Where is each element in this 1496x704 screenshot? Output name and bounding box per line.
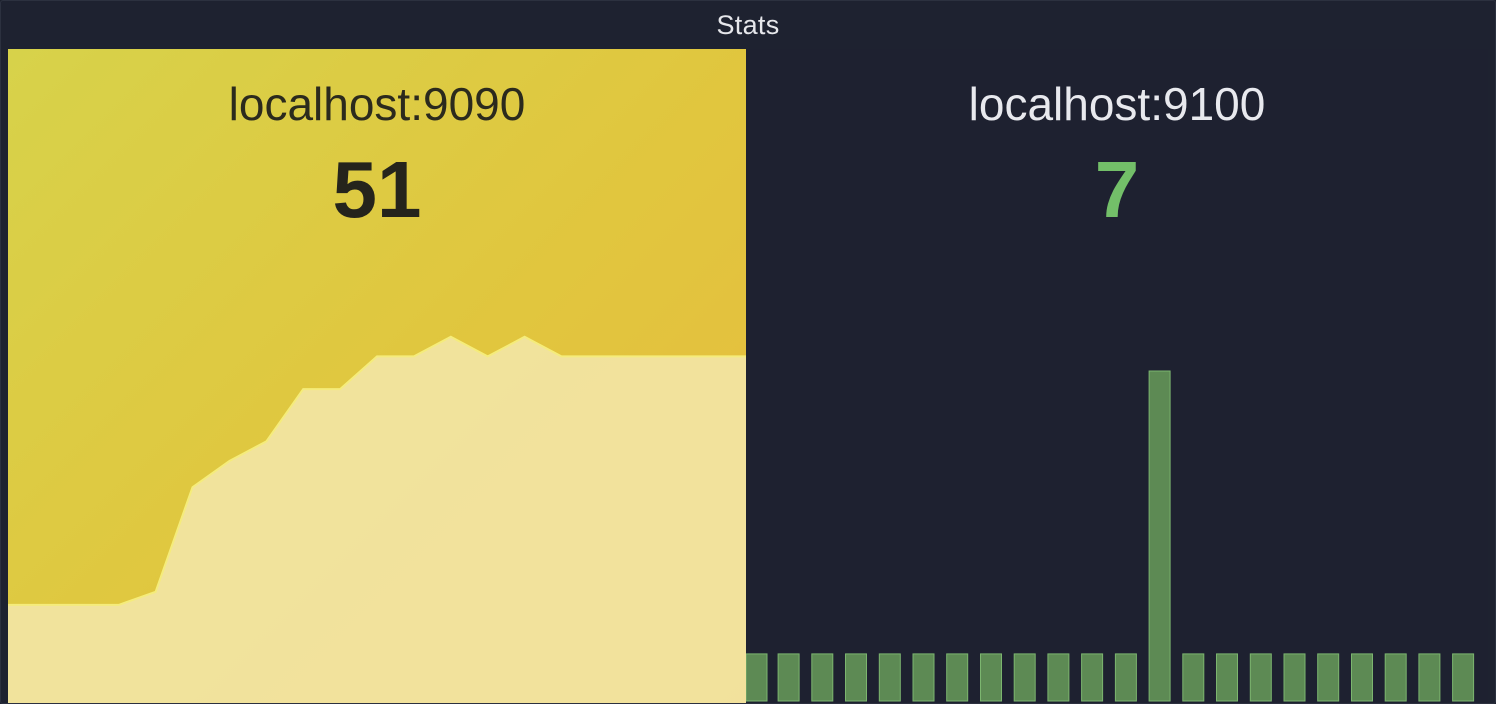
sparkline-bar bbox=[845, 653, 867, 702]
stat-value: 51 bbox=[332, 145, 422, 234]
sparkline-bar bbox=[1418, 653, 1441, 702]
sparkline-bar bbox=[1351, 653, 1373, 702]
sparkline-area bbox=[8, 336, 746, 703]
sparkline-bar bbox=[1317, 653, 1340, 702]
sparkline-bar bbox=[878, 653, 901, 702]
stat-localhost-9100[interactable]: localhost:9100 7 bbox=[746, 49, 1488, 703]
sparkline-bar bbox=[980, 653, 1002, 702]
sparkline-bar bbox=[1114, 653, 1137, 702]
sparkline-bar bbox=[1182, 653, 1205, 702]
sparkline-bar bbox=[777, 653, 800, 702]
stat-value: 7 bbox=[1094, 145, 1140, 234]
sparkline-line bbox=[8, 335, 746, 606]
sparkline-bar bbox=[746, 653, 768, 702]
stat-name: localhost:9100 bbox=[968, 78, 1266, 130]
sparkline-bar bbox=[811, 653, 834, 702]
panel-title[interactable]: Stats bbox=[716, 9, 780, 40]
stat-name: localhost:9090 bbox=[228, 78, 526, 130]
sparkline-bar bbox=[946, 653, 969, 702]
sparkline-bar bbox=[1283, 653, 1306, 702]
sparkline-9090 bbox=[8, 335, 746, 703]
sparkline-bar bbox=[912, 653, 935, 702]
sparkline-bar bbox=[1013, 653, 1036, 702]
stat-localhost-9090[interactable]: localhost:9090 51 bbox=[8, 49, 746, 703]
sparkline-bar bbox=[1148, 370, 1171, 702]
sparkline-bar bbox=[1216, 653, 1238, 702]
sparkline-9100 bbox=[746, 370, 1475, 702]
sparkline-bar bbox=[1452, 653, 1475, 702]
sparkline-bar bbox=[1384, 653, 1407, 702]
sparkline-bar bbox=[1047, 653, 1070, 702]
sparkline-bar bbox=[1249, 653, 1272, 702]
sparkline-bar bbox=[1081, 653, 1104, 702]
